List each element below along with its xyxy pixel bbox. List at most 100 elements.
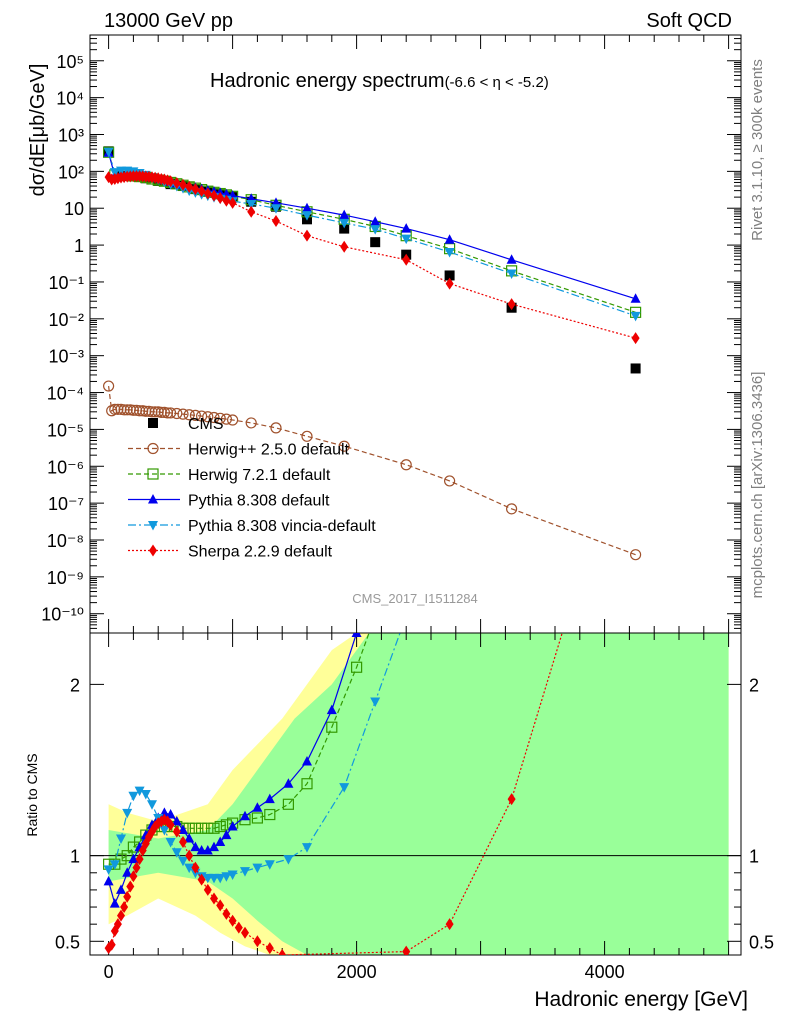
legend-marker-herwig7	[147, 468, 159, 480]
point-sherpa	[216, 191, 225, 204]
legend-label-CMS: CMS	[188, 416, 224, 433]
point-CMS	[444, 270, 455, 281]
ratio-point-sherpa	[402, 945, 411, 955]
y-tick-label-main: 10⁻⁹	[47, 568, 84, 588]
y-tick-label-main: 10	[64, 199, 84, 219]
point-herwigpp	[189, 409, 201, 421]
ratio-line-pythia	[108, 633, 358, 906]
point-sherpa	[340, 240, 349, 253]
ratio-point-pythia	[351, 633, 362, 637]
ratio-point-sherpa	[241, 926, 249, 939]
mcplots-credit-label: mcplots.cern.ch [arXiv:1306.3436]	[749, 372, 766, 599]
y-tick-label-ratio: 1	[70, 847, 80, 867]
point-herwigpp	[629, 549, 642, 561]
ratio-point-pythia	[283, 778, 294, 788]
point-herwigpp	[109, 403, 121, 415]
legend-entry-vincia: Pythia 8.308 vincia-default	[128, 518, 376, 535]
point-vincia	[630, 311, 641, 322]
ratio-point-pythia	[165, 809, 176, 819]
legend-entry-pythia: Pythia 8.308 default	[128, 493, 330, 510]
point-sherpa	[272, 215, 280, 228]
ratio-point-sherpa	[185, 849, 194, 862]
point-herwigpp	[444, 475, 456, 487]
ratio-point-sherpa	[265, 942, 274, 955]
series-herwigpp	[102, 380, 642, 561]
point-herwigpp	[134, 405, 146, 417]
ratio-point-pythia	[209, 841, 219, 852]
point-herwigpp	[112, 403, 124, 415]
legend-marker-pythia	[148, 494, 158, 504]
ratio-point-sherpa	[222, 907, 231, 920]
point-pythia	[339, 209, 350, 220]
point-pythia	[630, 293, 641, 303]
ratio-point-pythia	[302, 755, 312, 766]
point-pythia	[302, 202, 312, 213]
legend-marker-sherpa	[149, 544, 157, 557]
point-vincia	[271, 204, 281, 214]
ratio-point-herwig7	[389, 577, 399, 587]
ratio-point-pythia	[171, 815, 182, 826]
legend-marker-vincia	[148, 521, 158, 531]
point-sherpa	[210, 189, 218, 202]
point-herwigpp	[155, 406, 167, 418]
ratio-point-pythia	[190, 841, 201, 852]
ratio-point-pythia	[109, 898, 120, 908]
ratio-point-herwig7	[208, 822, 220, 834]
legend-label-sherpa: Sherpa 2.2.9 default	[188, 544, 333, 561]
ratio-point-sherpa	[123, 890, 132, 903]
ratio-point-sherpa	[197, 873, 206, 886]
y-tick-label-ratio-right: 2	[749, 675, 759, 695]
ratio-point-vincia	[401, 612, 411, 622]
ratio-point-sherpa	[179, 835, 187, 848]
point-herwigpp	[161, 407, 174, 419]
y-tick-label-main: 10²	[58, 162, 84, 182]
point-herwigpp	[149, 406, 161, 418]
legend-entry-herwig7: Herwig 7.2.1 default	[128, 467, 331, 484]
point-herwigpp	[202, 411, 214, 423]
y-tick-label-main: 10⁻⁸	[47, 531, 84, 551]
ratio-point-herwig7	[301, 778, 313, 790]
ratio-point-vincia	[122, 808, 133, 819]
point-vincia	[246, 200, 257, 210]
ratio-point-pythia	[103, 875, 114, 886]
point-herwigpp	[171, 407, 183, 420]
ratio-point-vincia	[221, 872, 232, 882]
ratio-panel-frame	[89, 632, 742, 956]
ratio-point-herwig7	[251, 812, 263, 824]
y-tick-label-ratio-right: 1	[749, 847, 759, 867]
ratio-point-pythia	[116, 884, 126, 894]
chart-title-main: Hadronic energy spectrum	[210, 70, 445, 92]
ratio-point-vincia	[264, 860, 275, 870]
point-herwigpp	[146, 406, 158, 418]
y-axis-label-main: dσ/dE[μb/GeV]	[27, 64, 49, 197]
series-sherpa	[104, 170, 640, 345]
chart-title-suffix: (-6.6 < η < -5.2)	[445, 74, 549, 91]
ratio-point-sherpa	[210, 892, 218, 905]
ratio-point-sherpa	[507, 793, 516, 806]
y-axis-label-ratio: Ratio to CMS	[24, 753, 40, 836]
ratio-point-herwig7	[282, 798, 294, 810]
x-tick-label: 4000	[585, 962, 625, 982]
ratio-point-sherpa	[216, 899, 225, 912]
series-herwig7	[102, 146, 642, 318]
y-tick-label-main: 10⁻⁷	[48, 494, 84, 514]
y-tick-label-main: 10⁻⁵	[47, 420, 84, 440]
ratio-point-vincia	[116, 834, 126, 845]
ratio-uncertainty-bands	[108, 633, 729, 955]
legend: CMS Herwig++ 2.5.0 default Herwig 7.2.1 de…	[128, 416, 376, 561]
ratio-point-vincia	[103, 865, 114, 875]
point-herwigpp	[338, 440, 350, 452]
point-herwigpp	[301, 430, 313, 442]
x-tick-label: 2000	[337, 962, 377, 982]
point-sherpa	[402, 253, 411, 266]
ratio-point-pythia	[252, 802, 263, 812]
ratio-series-sherpa	[104, 633, 563, 955]
y-tick-label-ratio: 0.5	[55, 932, 80, 952]
point-sherpa	[197, 185, 206, 198]
legend-marker-CMS	[148, 418, 158, 428]
ratio-point-herwig7	[196, 822, 208, 834]
ratio-point-sherpa	[132, 861, 141, 874]
legend-label-vincia: Pythia 8.308 vincia-default	[188, 518, 376, 535]
point-sherpa	[185, 180, 194, 193]
ratio-point-sherpa	[253, 935, 262, 948]
